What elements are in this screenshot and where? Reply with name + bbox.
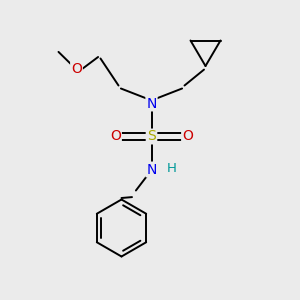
Text: O: O xyxy=(110,130,121,143)
Text: O: O xyxy=(71,62,82,76)
Text: S: S xyxy=(147,130,156,143)
Text: N: N xyxy=(146,97,157,110)
Text: H: H xyxy=(167,161,177,175)
Text: N: N xyxy=(146,163,157,176)
Text: O: O xyxy=(182,130,193,143)
